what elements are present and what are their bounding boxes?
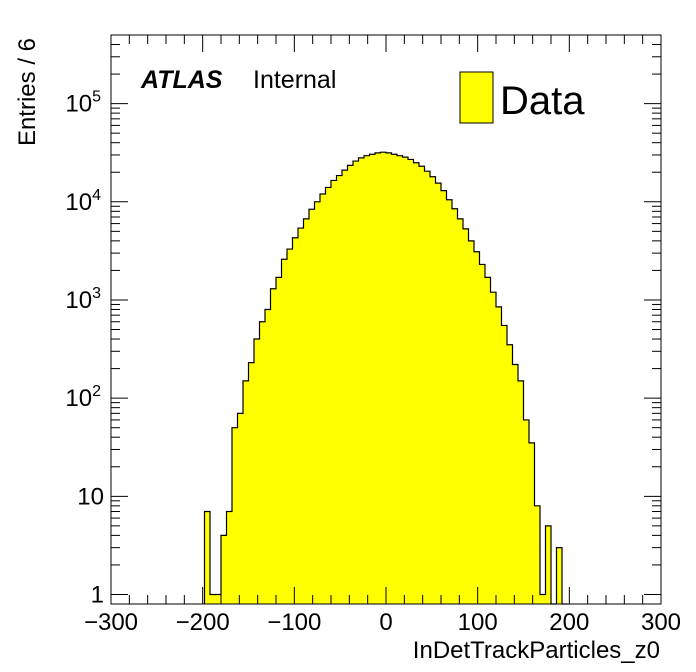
histogram-bin <box>210 594 216 604</box>
histogram-bin <box>270 288 276 604</box>
histogram-bin <box>512 364 518 604</box>
histogram-bin <box>276 277 282 604</box>
legend-label-data: Data <box>500 79 585 123</box>
histogram-bin <box>485 277 491 604</box>
histogram-bin <box>259 321 265 604</box>
histogram-bin <box>358 157 364 605</box>
histogram-bin <box>419 166 425 605</box>
histogram-bin <box>518 380 524 604</box>
histogram-bin <box>474 251 480 604</box>
y-axis-title: Entries / 6 <box>14 38 41 146</box>
histogram-bin <box>281 259 287 604</box>
histogram-bin <box>402 157 408 605</box>
histogram-bin <box>545 525 551 604</box>
histogram-bin <box>468 240 474 604</box>
x-tick-label: 0 <box>379 609 392 636</box>
histogram-bin <box>446 199 452 604</box>
histogram-bin <box>237 413 243 604</box>
histogram-bin <box>452 208 458 604</box>
histogram-bin <box>430 176 436 605</box>
histogram-bin <box>540 594 546 604</box>
x-axis: −300 −200 −100 0 100 200 300 <box>84 35 681 636</box>
y-tick-label: 103 <box>65 285 101 314</box>
histogram-outline <box>203 151 568 605</box>
histogram-bin <box>424 171 430 604</box>
histogram-bin <box>342 170 348 604</box>
histogram-bin <box>408 159 414 604</box>
histogram-bin <box>347 165 353 604</box>
histogram-bin <box>479 264 485 604</box>
histogram-bin <box>507 344 513 604</box>
histogram-bin <box>490 292 496 604</box>
histogram-bin <box>391 154 397 604</box>
legend-swatch-data <box>459 71 494 124</box>
histogram-bin <box>314 201 320 605</box>
histogram-bin <box>534 505 540 604</box>
histogram-bin <box>369 154 375 604</box>
histogram-bin <box>298 228 304 604</box>
atlas-label: ATLAS <box>140 66 223 94</box>
histogram-bin <box>248 362 254 604</box>
histogram-bin <box>320 194 326 604</box>
histogram-bin <box>232 427 238 604</box>
histogram-bin <box>221 535 227 604</box>
internal-label: Internal <box>253 66 336 94</box>
x-tick-label: 300 <box>641 609 681 636</box>
histogram-bin <box>380 152 386 604</box>
histogram-bin <box>375 152 381 604</box>
legend: Data <box>459 71 585 124</box>
y-tick-label: 104 <box>65 187 101 216</box>
histogram-bin <box>435 183 441 604</box>
histogram-bin <box>215 594 221 604</box>
histogram-bin <box>413 162 419 604</box>
y-tick-label: 105 <box>65 89 101 118</box>
histogram-bin <box>364 155 370 604</box>
y-axis: 1 10 102 103 104 105 <box>65 34 661 608</box>
histogram-bin <box>331 180 337 604</box>
y-tick-label: 1 <box>91 581 104 608</box>
histogram-bin <box>441 190 447 604</box>
x-axis-title: InDetTrackParticles_z0 <box>413 637 660 664</box>
histogram-bin <box>265 309 271 604</box>
histogram-bin <box>254 339 260 604</box>
histogram-bin <box>226 511 232 604</box>
histogram-bin <box>243 380 249 604</box>
histogram-bin <box>556 547 562 604</box>
plot-area <box>203 151 568 605</box>
histogram-bin <box>397 155 403 604</box>
x-tick-label: 100 <box>458 609 498 636</box>
histogram-bin <box>353 161 359 604</box>
y-tick-label: 102 <box>65 383 101 412</box>
histogram-bin <box>325 187 331 604</box>
histogram-bin <box>303 218 309 604</box>
x-tick-label: −100 <box>267 609 321 636</box>
x-tick-label: −200 <box>176 609 230 636</box>
x-tick-label: −300 <box>84 609 138 636</box>
histogram-bin <box>523 419 529 604</box>
x-tick-label: 200 <box>549 609 589 636</box>
histogram-bin <box>457 218 463 604</box>
histogram-bin <box>496 306 502 604</box>
histogram-bin <box>386 152 392 604</box>
histogram-bin <box>501 325 507 604</box>
histogram-bin <box>204 511 210 604</box>
histogram-bin <box>309 209 315 604</box>
histogram-bin <box>287 249 293 604</box>
y-tick-label: 10 <box>77 483 104 510</box>
histogram-bin <box>292 237 298 605</box>
histogram-bin <box>463 228 469 605</box>
histogram-bin <box>336 175 342 604</box>
histogram-bin <box>529 442 535 604</box>
